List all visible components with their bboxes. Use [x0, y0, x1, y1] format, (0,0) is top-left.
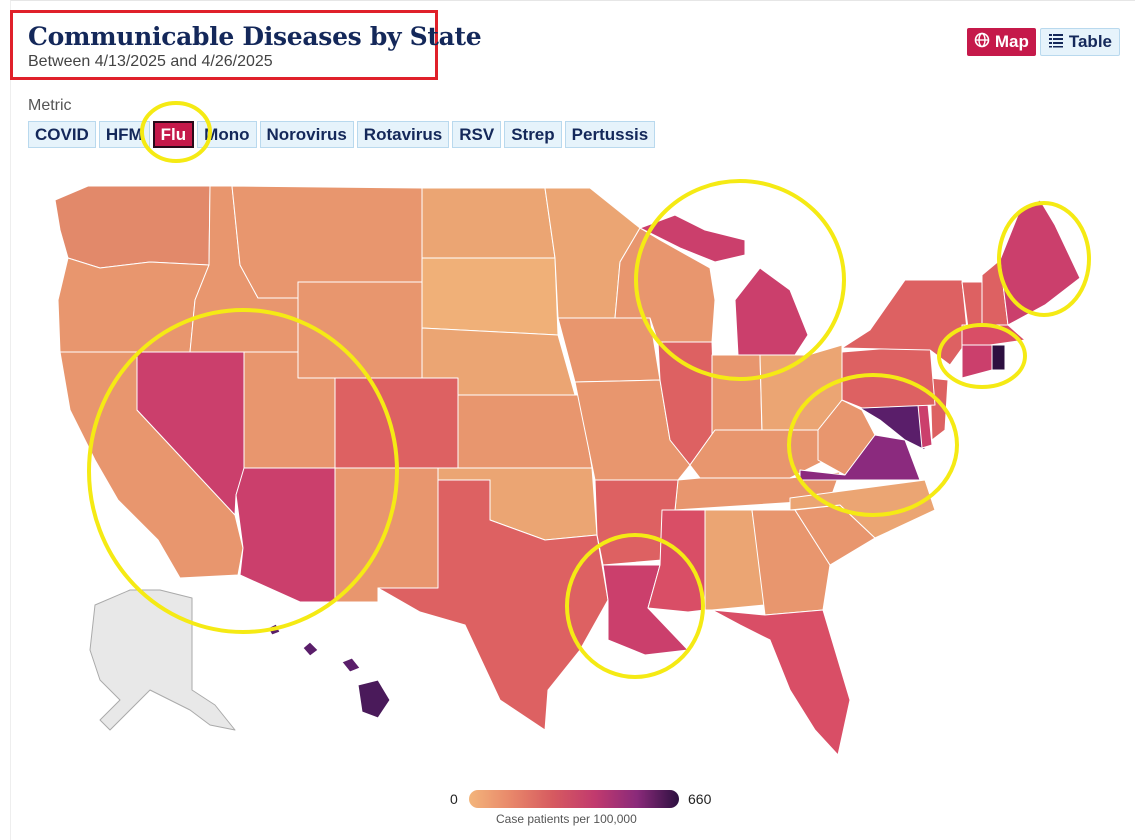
annotation-circle-great-lakes [634, 179, 846, 381]
title-highlight-box [10, 10, 438, 80]
state-rhode-island[interactable] [991, 344, 1006, 371]
annotation-circle-mid-atlantic [787, 373, 959, 517]
annotation-circles [87, 101, 1091, 679]
metric-mono-button[interactable]: Mono [197, 121, 257, 148]
state-hawaii-big-island[interactable] [357, 679, 391, 719]
page-title: Communicable Diseases by State [28, 22, 482, 51]
state-washington[interactable] [54, 185, 211, 269]
state-new-york[interactable] [841, 279, 969, 366]
dashboard-frame [10, 0, 1135, 840]
state-florida[interactable] [711, 609, 851, 756]
metric-pertussis-button[interactable]: Pertussis [564, 121, 656, 148]
state-alaska[interactable] [89, 589, 236, 731]
table-list-icon [1048, 32, 1064, 53]
state-michigan-upper[interactable] [639, 214, 746, 263]
annotation-circle-flu [140, 101, 212, 163]
annotation-circle-southwest [87, 308, 399, 634]
state-hawaii-maui[interactable] [341, 657, 361, 673]
view-toggle: Map Table [966, 28, 1120, 56]
date-range-subtitle: Between 4/13/2025 and 4/26/2025 [28, 53, 273, 70]
metric-strep-button[interactable]: Strep [504, 121, 562, 148]
state-oregon[interactable] [57, 257, 210, 353]
state-hawaii-oahu[interactable] [302, 641, 319, 657]
state-alabama[interactable] [704, 509, 766, 611]
annotation-circle-louisiana [565, 533, 705, 679]
state-connecticut[interactable] [961, 344, 993, 379]
map-view-button[interactable]: Map [966, 28, 1036, 56]
metric-norovirus-button[interactable]: Norovirus [259, 121, 354, 148]
state-north-carolina[interactable] [789, 479, 936, 539]
state-georgia[interactable] [751, 509, 831, 616]
metric-covid-button[interactable]: COVID [28, 121, 96, 148]
annotation-circle-southern-new-england [937, 323, 1027, 389]
state-michigan[interactable] [734, 267, 809, 356]
globe-icon [974, 32, 990, 53]
legend-caption: Case patients per 100,000 [496, 812, 637, 826]
metric-rsv-button[interactable]: RSV [452, 121, 502, 148]
state-north-dakota[interactable] [421, 187, 556, 259]
state-new-mexico[interactable] [334, 467, 439, 603]
state-montana[interactable] [231, 185, 423, 299]
state-south-dakota[interactable] [421, 257, 559, 336]
legend-max-value: 660 [688, 791, 712, 807]
table-view-label: Table [1068, 32, 1112, 51]
map-view-label: Map [994, 32, 1029, 51]
metric-label: Metric [28, 97, 72, 114]
state-arizona[interactable] [235, 467, 336, 603]
state-kansas[interactable] [457, 394, 593, 469]
legend-color-scale [469, 790, 679, 808]
annotation-circle-maine [997, 201, 1091, 317]
legend-min-value: 0 [450, 791, 458, 807]
table-view-button[interactable]: Table [1039, 28, 1120, 56]
metric-selector: COVID HFM Flu Mono Norovirus Rotavirus R… [28, 121, 656, 148]
state-iowa[interactable] [557, 317, 661, 383]
metric-rotavirus-button[interactable]: Rotavirus [356, 121, 450, 148]
state-texas[interactable] [377, 479, 609, 731]
metric-flu-button[interactable]: Flu [152, 121, 195, 148]
